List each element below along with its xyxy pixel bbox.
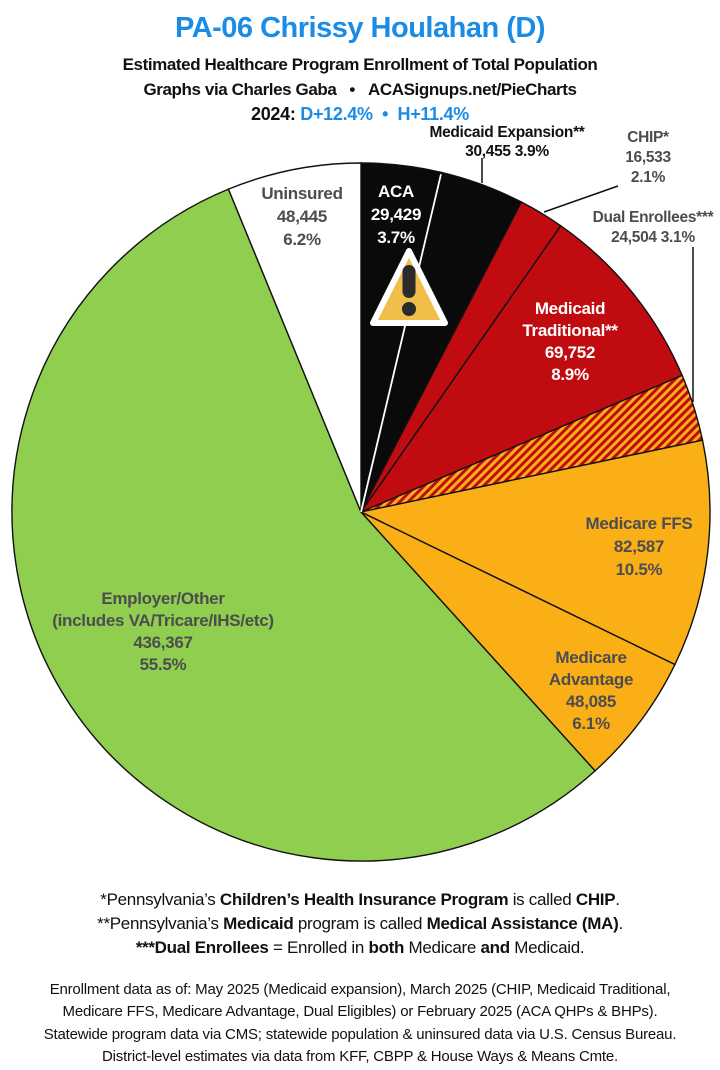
label-line: 2.1% [630,169,666,186]
label-line: 30,455 3.9% [465,143,549,160]
label-line: CHIP* [627,129,669,146]
pie-slice-employer-other-includes-va-tricare-ihs-etc [11,188,597,862]
label-employer-other: Employer/Other (includes VA/Tricare/IHS/… [52,588,274,676]
warning-icon [370,248,448,326]
label-line: Medicaid Expansion** [429,124,585,141]
data-source-line: Enrollment data as of: May 2025 (Medicai… [49,981,671,998]
data-source-paragraph: Enrollment data as of: May 2025 (Medicai… [0,979,720,1068]
label-line: Dual Enrollees*** [592,209,714,226]
label-line: 8.9% [551,365,589,384]
label-line: Employer/Other [101,589,225,608]
label-line: 55.5% [139,655,187,674]
pie-slice-medicare-advantage [360,511,676,772]
label-line: 69,752 [544,343,596,362]
label-line: 6.2% [283,230,321,249]
label-line: Traditional** [522,321,618,340]
warning-exclamation-dot [402,302,416,316]
label-line: Medicare FFS [585,514,693,533]
label-medicaid-expansion: Medicaid Expansion** 30,455 3.9% [429,123,584,161]
label-chip: CHIP* 16,533 2.1% [625,128,671,188]
label-line: 6.1% [572,714,610,733]
label-line: 436,367 [133,633,193,652]
leader-line-chip [543,185,619,213]
label-line: 10.5% [615,560,663,579]
leader-lines [481,158,694,402]
label-line: 82,587 [613,537,665,556]
subtitle-line-1: Estimated Healthcare Program Enrollment … [122,55,598,74]
label-dual-enrollees: Dual Enrollees*** 24,504 3.1% [593,208,714,248]
pie-slice-medicare-ffs [358,439,711,666]
warning-exclamation-bar [402,265,416,298]
label-line: (includes VA/Tricare/IHS/etc) [52,611,274,630]
label-line: Uninsured [261,184,343,203]
label-line: Medicaid [534,299,606,318]
label-line: Advantage [548,670,634,689]
slice-divider [360,174,442,513]
partisan-lean-line: 2024: D+12.4% • H+11.4% [251,104,469,124]
footnote-chip: *Pennsylvania’s Children’s Health Insura… [100,890,620,909]
pie-slices [11,162,711,862]
label-line: 48,445 [276,207,328,226]
label-line: Medicare [555,648,627,667]
label-medicare-advantage: Medicare Advantage 48,085 6.1% [548,647,634,735]
label-line: 29,429 [370,205,422,224]
page-title: PA-06 Chrissy Houlahan (D) [175,12,545,44]
label-medicaid-traditional: Medicaid Traditional** 69,752 8.9% [522,298,618,386]
label-line: 48,085 [565,692,617,711]
label-uninsured: Uninsured 48,445 6.2% [261,182,343,251]
subtitle-line-2: Graphs via Charles Gaba • ACASignups.net… [143,80,577,99]
pie-slice-uninsured [227,162,362,513]
label-line: 16,533 [625,149,671,166]
label-medicare-ffs: Medicare FFS 82,587 10.5% [586,512,693,581]
data-source-line: Statewide program data via CMS; statewid… [43,1025,677,1043]
data-source-line: District-level estimates via data from K… [102,1047,618,1065]
label-line: 24,504 3.1% [611,229,695,246]
label-line: 3.7% [377,228,415,247]
pie-slice-medicaid-traditional [359,224,684,514]
footnote-medicaid: **Pennsylvania’s Medicaid program is cal… [97,914,623,933]
footnote-dual: ***Dual Enrollees = Enrolled in both Med… [135,938,585,957]
label-line: ACA [378,182,414,201]
data-source-line: Medicare FFS, Medicare Advantage, Dual E… [62,1003,658,1021]
label-aca: ACA 29,429 3.7% [370,180,422,249]
